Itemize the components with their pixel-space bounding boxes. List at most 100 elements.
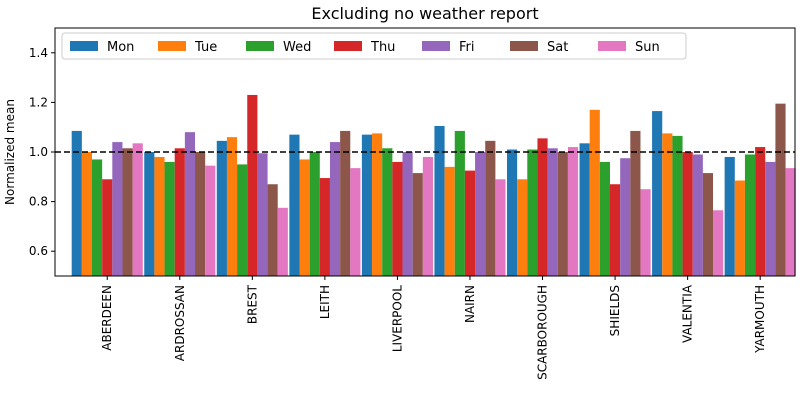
x-tick-label-liverpool: LIVERPOOL xyxy=(390,285,404,352)
bar-mon-shields xyxy=(579,143,590,276)
bar-mon-liverpool xyxy=(361,134,373,276)
bar-tue-brest xyxy=(226,137,238,276)
bar-sat-valentia xyxy=(702,173,714,276)
bar-wed-nairn xyxy=(454,130,465,276)
x-tick-label-valentia: VALENTIA xyxy=(681,284,695,343)
legend-swatch-thu xyxy=(334,41,362,51)
bar-wed-leith xyxy=(309,152,320,276)
bar-thu-valentia xyxy=(682,152,693,276)
bar-tue-liverpool xyxy=(372,133,383,276)
bar-wed-liverpool xyxy=(382,148,393,276)
bar-thu-scarborough xyxy=(537,138,548,276)
bar-wed-brest xyxy=(237,164,248,276)
x-tick-label-leith: LEITH xyxy=(318,285,332,319)
bar-tue-yarmouth xyxy=(734,180,745,276)
bar-sat-scarborough xyxy=(557,152,568,276)
bar-fri-brest xyxy=(257,153,268,276)
bar-fri-yarmouth xyxy=(765,161,776,276)
legend: Mon Tue Wed Thu Fri Sat Sun xyxy=(61,32,687,60)
bar-thu-brest xyxy=(247,94,258,277)
bar-sat-aberdeen xyxy=(122,148,133,276)
y-tick-label: 0.8 xyxy=(29,195,48,209)
bar-tue-aberdeen xyxy=(81,152,92,276)
y-tick-label: 1.2 xyxy=(29,95,48,109)
bar-fri-ardrossan xyxy=(184,132,196,276)
bar-thu-nairn xyxy=(464,170,476,276)
bar-wed-ardrossan xyxy=(164,161,175,276)
bar-mon-scarborough xyxy=(506,149,518,276)
bar-wed-yarmouth xyxy=(744,154,756,276)
bar-fri-nairn xyxy=(475,152,486,276)
bar-wed-shields xyxy=(599,161,610,276)
y-tick-label: 1.4 xyxy=(29,46,48,60)
bar-thu-liverpool xyxy=(392,161,403,276)
x-tick-label-yarmouth: YARMOUTH xyxy=(753,285,767,354)
legend-swatch-mon xyxy=(70,41,98,51)
bar-fri-leith xyxy=(329,142,341,276)
bar-fri-shields xyxy=(620,158,631,276)
bar-tue-scarborough xyxy=(517,179,528,276)
x-tick-label-ardrossan: ARDROSSAN xyxy=(173,285,187,361)
bar-sun-leith xyxy=(350,168,361,276)
bar-wed-scarborough xyxy=(527,149,538,276)
legend-swatch-tue xyxy=(158,41,186,51)
bar-sat-liverpool xyxy=(412,173,423,276)
bar-sat-yarmouth xyxy=(775,103,786,276)
bar-sat-ardrossan xyxy=(195,152,206,276)
bar-mon-yarmouth xyxy=(724,156,735,276)
bar-fri-aberdeen xyxy=(112,142,123,276)
bar-mon-valentia xyxy=(652,111,663,276)
legend-box xyxy=(61,32,687,60)
axes-layer: 0.6 0.8 1.0 1.2 1.4 ABERDEEN ARDROSSAN BREST LEI… xyxy=(29,27,796,380)
legend-label-sat: Sat xyxy=(547,40,568,55)
y-axis-label: Normalized mean xyxy=(3,99,17,205)
bar-thu-ardrossan xyxy=(174,148,185,276)
chart-title: Excluding no weather report xyxy=(311,4,538,23)
bar-tue-ardrossan xyxy=(154,156,165,276)
legend-label-sun: Sun xyxy=(635,40,660,55)
bar-tue-leith xyxy=(299,159,310,276)
bar-tue-nairn xyxy=(444,166,455,276)
bar-sat-brest xyxy=(267,184,278,276)
bar-sun-liverpool xyxy=(422,156,433,276)
legend-label-thu: Thu xyxy=(370,40,395,55)
bar-wed-valentia xyxy=(672,135,683,276)
bar-sat-nairn xyxy=(485,140,496,276)
bar-sun-yarmouth xyxy=(785,168,796,276)
bar-mon-brest xyxy=(216,140,227,276)
bars-layer xyxy=(71,94,796,277)
x-tick-label-aberdeen: ABERDEEN xyxy=(100,285,114,351)
bar-sat-shields xyxy=(630,130,641,276)
bar-tue-valentia xyxy=(662,133,673,276)
bar-sun-brest xyxy=(277,207,288,276)
bar-mon-leith xyxy=(289,134,300,276)
x-tick-label-nairn: NAIRN xyxy=(463,285,477,323)
legend-label-wed: Wed xyxy=(283,40,311,55)
legend-label-fri: Fri xyxy=(459,40,475,55)
x-tick-label-brest: BREST xyxy=(245,284,259,324)
legend-swatch-sun xyxy=(598,41,626,51)
legend-swatch-fri xyxy=(422,41,450,51)
y-tick-label: 1.0 xyxy=(29,145,48,159)
bar-tue-shields xyxy=(589,109,600,276)
bar-wed-aberdeen xyxy=(92,159,103,276)
legend-label-mon: Mon xyxy=(107,40,134,55)
legend-swatch-wed xyxy=(246,41,274,51)
legend-swatch-sat xyxy=(510,41,538,51)
bar-sun-aberdeen xyxy=(132,143,143,276)
y-tick-label: 0.6 xyxy=(29,244,48,258)
bar-fri-scarborough xyxy=(547,148,558,276)
bar-sun-ardrossan xyxy=(205,165,216,276)
x-tick-label-scarborough: SCARBOROUGH xyxy=(536,285,550,380)
bar-thu-yarmouth xyxy=(755,147,766,276)
bar-mon-aberdeen xyxy=(71,130,82,276)
legend-label-tue: Tue xyxy=(194,40,217,55)
bar-mon-ardrossan xyxy=(144,152,155,276)
bar-mon-nairn xyxy=(434,125,445,277)
bar-sun-shields xyxy=(640,189,651,276)
bar-thu-leith xyxy=(319,178,330,276)
bar-sun-nairn xyxy=(495,179,506,276)
bar-sun-valentia xyxy=(713,210,724,276)
bar-sat-leith xyxy=(340,130,351,276)
